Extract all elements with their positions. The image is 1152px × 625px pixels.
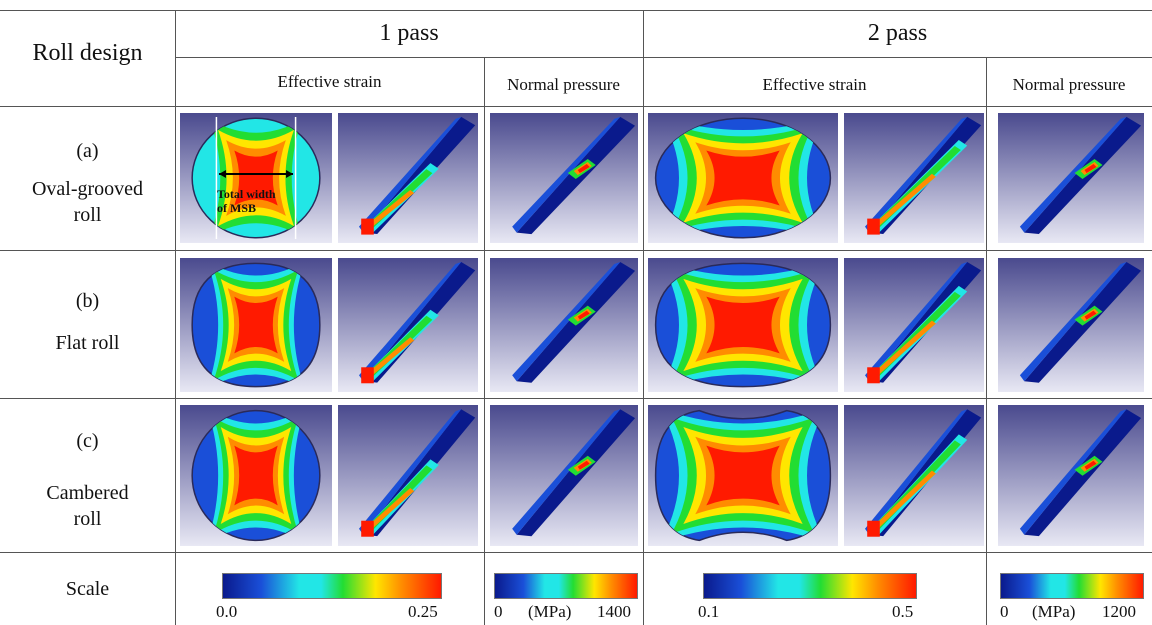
- bar-strain-2pass-1: [844, 258, 984, 392]
- scale-3-min: 0.1: [698, 602, 720, 621]
- scale-4-min: 0: [1000, 602, 1009, 621]
- bar-strain-2pass-0: [844, 113, 984, 243]
- top-rule: [0, 10, 1152, 11]
- subheader-strain-1: Effective strain: [277, 72, 382, 91]
- scale-bar-pressure-1: [494, 573, 638, 599]
- pass-1-header: 1 pass: [379, 20, 439, 46]
- bar-strain-1pass-1: [338, 258, 478, 392]
- cross-section-2pass-1: [648, 258, 838, 392]
- subheader-pressure-2: Normal pressure: [1012, 75, 1126, 94]
- scale-4-unit: (MPa): [1032, 602, 1076, 621]
- bar-pressure-1pass-0: [490, 113, 638, 243]
- msb-annotation-line1: Total width: [217, 187, 276, 201]
- scale-bar-pressure-2: [1000, 573, 1144, 599]
- cross-section-1pass-0: [180, 113, 332, 243]
- row-a-bottom-rule: [0, 250, 1152, 251]
- pass-2-header: 2 pass: [867, 20, 928, 46]
- bar-pressure-2pass-1: [998, 258, 1144, 392]
- bar-strain-1pass-2: [338, 405, 478, 546]
- row-b-letter: (b): [75, 290, 100, 312]
- row-a-letter: (a): [76, 140, 99, 162]
- cross-section-1pass-2: [180, 405, 332, 546]
- col-divider-label: [175, 10, 176, 625]
- subheader-pressure-1: Normal pressure: [507, 75, 620, 94]
- row-a-name-1: Oval-grooved: [31, 178, 144, 200]
- scale-3-max: 0.5: [892, 602, 914, 621]
- row-c-name-2: roll: [73, 508, 102, 530]
- bar-pressure-1pass-1: [490, 258, 638, 392]
- subheader-strain-2: Effective strain: [762, 75, 867, 94]
- row-b-name-1: Flat roll: [55, 332, 120, 354]
- row-c-bottom-rule: [0, 552, 1152, 553]
- scale-2-max: 1400: [597, 602, 631, 621]
- row-c-name-1: Cambered: [46, 482, 129, 504]
- header-sub-rule: [175, 57, 1152, 58]
- scale-1-min: 0.0: [216, 602, 238, 621]
- scale-2-unit: (MPa): [528, 602, 572, 621]
- scale-4-max: 1200: [1102, 602, 1136, 621]
- scale-2-min: 0: [494, 602, 503, 621]
- row-b-bottom-rule: [0, 398, 1152, 399]
- bar-pressure-1pass-2: [490, 405, 638, 546]
- scale-label: Scale: [65, 578, 110, 600]
- cross-section-1pass-1: [180, 258, 332, 392]
- row-a-name-2: roll: [73, 204, 102, 226]
- cross-section-2pass-0: [648, 113, 838, 243]
- bar-strain-2pass-2: [844, 405, 984, 546]
- scale-bar-strain-1: [222, 573, 442, 599]
- cross-section-2pass-2: [648, 405, 838, 546]
- bar-pressure-2pass-0: [998, 113, 1144, 243]
- scale-bar-strain-2: [703, 573, 917, 599]
- header-bottom-rule: [0, 106, 1152, 107]
- col-divider-np1: [484, 57, 485, 625]
- msb-annotation-line2: of MSB: [217, 201, 256, 215]
- row-c-letter: (c): [76, 430, 99, 452]
- bar-strain-1pass-0: [338, 113, 478, 243]
- col-divider-pass: [643, 10, 644, 625]
- scale-1-max: 0.25: [408, 602, 438, 621]
- corner-label: Roll design: [32, 40, 143, 66]
- bar-pressure-2pass-2: [998, 405, 1144, 546]
- col-divider-np2: [986, 57, 987, 625]
